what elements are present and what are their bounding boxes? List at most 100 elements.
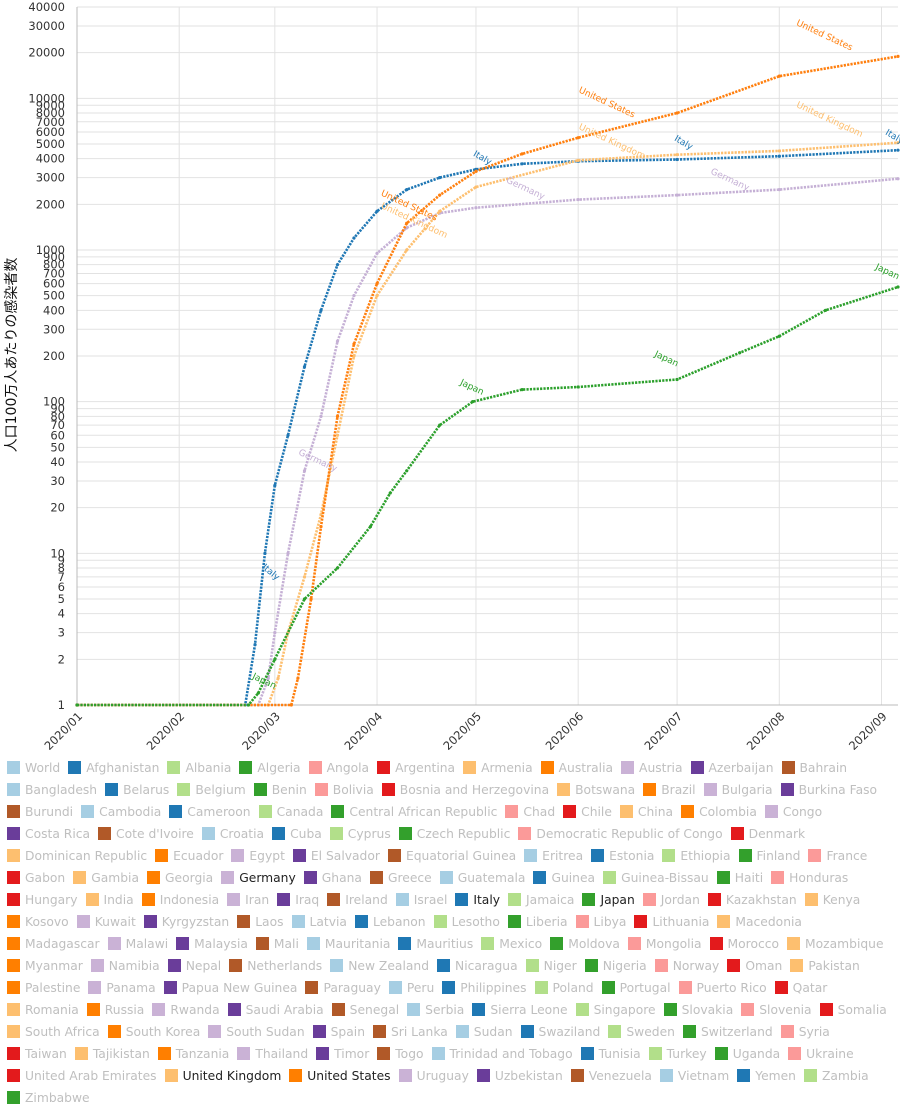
legend-item[interactable]: Czech Republic [398, 823, 510, 845]
legend-item[interactable]: Bahrain [781, 757, 847, 779]
legend-item[interactable]: Venezuela [570, 1065, 652, 1087]
legend-item[interactable]: Algeria [239, 757, 301, 779]
legend-item[interactable]: Bolivia [314, 779, 374, 801]
legend-item[interactable]: Tunisia [580, 1043, 641, 1065]
legend-item[interactable]: Ireland [327, 889, 388, 911]
legend-item[interactable]: Chile [563, 801, 612, 823]
legend-item[interactable]: Cambodia [81, 801, 161, 823]
legend-item[interactable]: Paraguay [305, 977, 381, 999]
legend-item[interactable]: Thailand [237, 1043, 308, 1065]
legend-item[interactable]: Cote d'Ivoire [98, 823, 194, 845]
legend-item[interactable]: Peru [388, 977, 434, 999]
legend-item[interactable]: World [7, 757, 60, 779]
legend-item[interactable]: Dominican Republic [7, 845, 147, 867]
legend-item[interactable]: El Salvador [292, 845, 380, 867]
legend-item[interactable]: Macedonia [717, 911, 802, 933]
legend-item[interactable]: Sweden [608, 1021, 675, 1043]
legend-item[interactable]: Cameroon [169, 801, 251, 823]
legend-item[interactable]: Jamaica [508, 889, 574, 911]
legend-item[interactable]: Iran [227, 889, 269, 911]
legend-item[interactable]: Norway [654, 955, 719, 977]
legend-item[interactable]: Central African Republic [331, 801, 497, 823]
legend-item[interactable]: Iraq [277, 889, 319, 911]
legend-item[interactable]: Egypt [231, 845, 285, 867]
legend-item[interactable]: Qatar [774, 977, 827, 999]
legend-item[interactable]: Nigeria [584, 955, 647, 977]
legend-item[interactable]: Portugal [601, 977, 671, 999]
legend-item[interactable]: United Arab Emirates [7, 1065, 157, 1087]
legend-item[interactable]: Brazil [643, 779, 696, 801]
legend-item[interactable]: Equatorial Guinea [387, 845, 516, 867]
legend-item[interactable]: Estonia [591, 845, 654, 867]
legend-item[interactable]: Hungary [7, 889, 78, 911]
legend-item[interactable]: Haiti [716, 867, 763, 889]
legend-item[interactable]: Malawi [107, 933, 168, 955]
legend-item[interactable]: Bosnia and Herzegovina [381, 779, 549, 801]
legend-item[interactable]: France [808, 845, 867, 867]
legend-item[interactable]: Madagascar [7, 933, 100, 955]
legend-item[interactable]: Burkina Faso [780, 779, 877, 801]
legend-item[interactable]: Mauritius [398, 933, 473, 955]
legend-item[interactable]: Guinea-Bissau [603, 867, 709, 889]
legend-item[interactable]: Guinea [533, 867, 595, 889]
legend-item[interactable]: Uruguay [398, 1065, 469, 1087]
legend-item[interactable]: Guatemala [439, 867, 525, 889]
legend-item[interactable]: Sri Lanka [372, 1021, 448, 1043]
legend-item[interactable]: Mali [255, 933, 299, 955]
legend-item[interactable]: Italy [455, 889, 500, 911]
legend-item[interactable]: Sierra Leone [472, 999, 568, 1021]
legend-item[interactable]: Uganda [714, 1043, 780, 1065]
legend-item[interactable]: Liberia [507, 911, 568, 933]
legend-item[interactable]: Japan [582, 889, 635, 911]
legend-item[interactable]: Rwanda [152, 999, 220, 1021]
legend-item[interactable]: Denmark [730, 823, 805, 845]
legend-item[interactable]: Kenya [804, 889, 860, 911]
legend-item[interactable]: Eritrea [524, 845, 583, 867]
legend-item[interactable]: Ghana [303, 867, 362, 889]
legend-item[interactable]: Slovakia [663, 999, 733, 1021]
legend-item[interactable]: Malaysia [176, 933, 248, 955]
legend-item[interactable]: South Sudan [208, 1021, 305, 1043]
legend-item[interactable]: Niger [525, 955, 577, 977]
legend-item[interactable]: Colombia [681, 801, 757, 823]
legend-item[interactable]: Gabon [7, 867, 65, 889]
legend-item[interactable]: Germany [221, 867, 296, 889]
legend-item[interactable]: Costa Rica [7, 823, 90, 845]
legend-item[interactable]: Oman [727, 955, 782, 977]
legend-item[interactable]: Mexico [481, 933, 542, 955]
legend-item[interactable]: Syria [780, 1021, 830, 1043]
legend-item[interactable]: Papua New Guinea [163, 977, 297, 999]
legend-item[interactable]: Austria [621, 757, 683, 779]
legend-item[interactable]: Croatia [201, 823, 264, 845]
legend-item[interactable]: Panama [88, 977, 156, 999]
legend-item[interactable]: Trinidad and Tobago [431, 1043, 573, 1065]
legend-item[interactable]: Uzbekistan [476, 1065, 563, 1087]
legend-item[interactable]: Libya [575, 911, 626, 933]
legend-item[interactable]: Myanmar [7, 955, 83, 977]
legend-item[interactable]: Cuba [272, 823, 322, 845]
legend-item[interactable]: Sudan [455, 1021, 513, 1043]
legend-item[interactable]: Philippines [442, 977, 527, 999]
legend-item[interactable]: Benin [253, 779, 307, 801]
legend-item[interactable]: Indonesia [141, 889, 219, 911]
legend-item[interactable]: Burundi [7, 801, 73, 823]
legend-item[interactable]: Afghanistan [68, 757, 159, 779]
legend-item[interactable]: Democratic Republic of Congo [518, 823, 723, 845]
legend-item[interactable]: Togo [377, 1043, 424, 1065]
legend-item[interactable]: Zimbabwe [7, 1087, 90, 1109]
legend-item[interactable]: China [619, 801, 673, 823]
legend-item[interactable]: Belgium [177, 779, 246, 801]
legend-item[interactable]: Senegal [331, 999, 399, 1021]
legend-item[interactable]: Argentina [377, 757, 455, 779]
legend-item[interactable]: Tajikistan [74, 1043, 150, 1065]
legend-item[interactable]: Taiwan [7, 1043, 67, 1065]
legend-item[interactable]: Yemen [737, 1065, 796, 1087]
legend-item[interactable]: Ecuador [155, 845, 223, 867]
legend-item[interactable]: Mauritania [306, 933, 390, 955]
legend-item[interactable]: United Kingdom [164, 1065, 281, 1087]
legend-item[interactable]: Kyrgyzstan [143, 911, 229, 933]
legend-item[interactable]: Albania [167, 757, 231, 779]
legend-item[interactable]: Poland [534, 977, 594, 999]
legend-item[interactable]: Singapore [575, 999, 656, 1021]
legend-item[interactable]: Lithuania [634, 911, 709, 933]
